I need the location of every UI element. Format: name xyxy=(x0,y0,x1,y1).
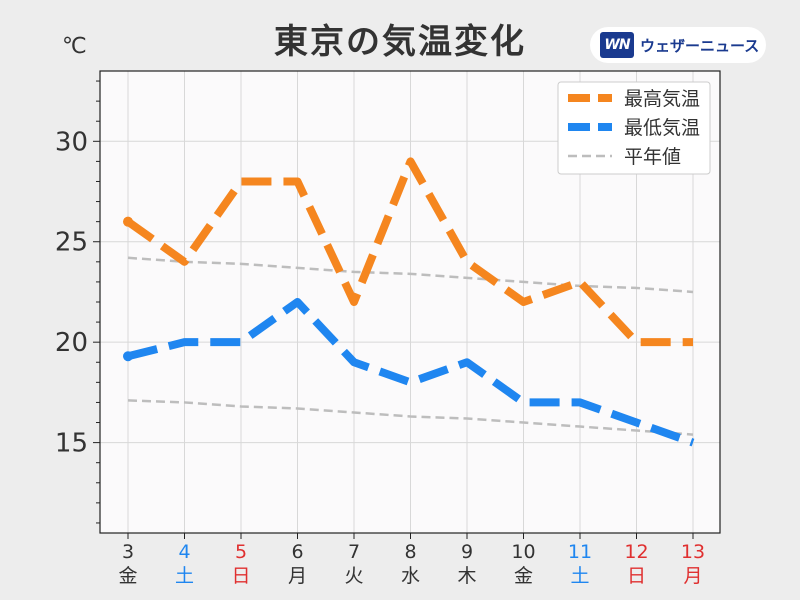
series-start-point-max xyxy=(123,216,133,227)
y-tick-label: 25 xyxy=(55,228,88,258)
x-tick-label-date: 3 xyxy=(122,541,134,563)
legend-label: 平年値 xyxy=(624,146,681,168)
x-tick-label-weekday: 木 xyxy=(457,565,476,587)
series-line-max-temp xyxy=(125,157,693,347)
logo-mark-icon: WN xyxy=(600,32,634,58)
x-tick-label-weekday: 日 xyxy=(627,565,646,587)
x-tick-label-weekday: 土 xyxy=(175,565,194,587)
y-axis-unit: ℃ xyxy=(62,34,87,59)
x-tick-label-weekday: 水 xyxy=(401,565,420,587)
x-tick-label-weekday: 金 xyxy=(118,565,137,587)
x-tick-label-date: 11 xyxy=(568,541,592,563)
legend-label: 最低気温 xyxy=(624,117,700,139)
legend-label: 最高気温 xyxy=(624,88,700,110)
legend-box xyxy=(557,81,711,175)
weathernews-logo: WN ウェザーニュース xyxy=(590,27,766,63)
x-tick-label-weekday: 火 xyxy=(344,565,363,587)
chart-title: 東京の気温変化 xyxy=(274,22,526,62)
x-tick-label-weekday: 日 xyxy=(231,565,250,587)
x-tick-label-date: 9 xyxy=(461,541,473,563)
series-line-min-temp xyxy=(127,298,695,447)
x-tick-label-date: 10 xyxy=(511,541,535,563)
x-tick-label-weekday: 月 xyxy=(683,565,702,587)
series-start-point-min xyxy=(123,351,133,362)
x-tick-label-date: 6 xyxy=(291,541,303,563)
y-tick-label: 30 xyxy=(55,127,88,157)
x-tick-label-weekday: 土 xyxy=(570,565,589,587)
x-tick-label-weekday: 金 xyxy=(514,565,533,587)
x-tick-label-date: 5 xyxy=(235,541,247,563)
y-tick-label: 20 xyxy=(55,328,88,358)
x-tick-label-date: 12 xyxy=(624,541,648,563)
logo-text: ウェザーニュース xyxy=(640,36,760,55)
x-tick-label-date: 13 xyxy=(681,541,705,563)
series-line-normal xyxy=(127,399,694,436)
y-tick-label: 15 xyxy=(55,429,88,459)
x-tick-label-date: 4 xyxy=(178,541,190,563)
x-tick-label-date: 7 xyxy=(348,541,360,563)
x-tick-label-date: 8 xyxy=(404,541,416,563)
x-tick-label-weekday: 月 xyxy=(288,565,307,587)
series-line-normal xyxy=(127,256,694,294)
